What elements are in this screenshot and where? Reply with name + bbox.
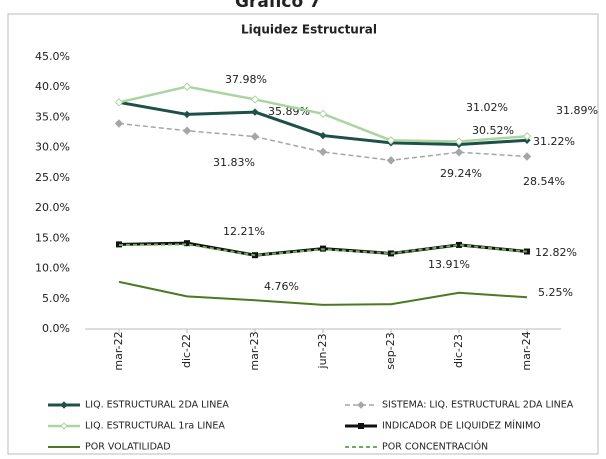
marker [250, 132, 260, 141]
marker [454, 148, 464, 157]
marker [183, 110, 191, 119]
legend-label: LIQ. ESTRUCTURAL 2DA LINEA [85, 400, 229, 411]
x-tick-label: mar-24 [520, 331, 533, 370]
legend-marker [358, 423, 364, 429]
series-line [118, 280, 528, 306]
chart-title: Liquidez Estructural [241, 23, 377, 37]
y-tick-label: 20.0% [35, 201, 70, 214]
marker [456, 241, 462, 248]
data-label: 13.91% [428, 258, 470, 271]
marker [182, 126, 192, 135]
marker [318, 109, 328, 119]
data-label: 31.02% [466, 101, 508, 114]
data-label: 31.83% [213, 156, 255, 169]
data-label: 30.52% [472, 124, 514, 137]
heading: Gráfico 7 [235, 0, 321, 12]
data-label: 12.82% [535, 246, 577, 259]
marker [114, 119, 124, 128]
y-tick-label: 15.0% [35, 231, 70, 244]
x-tick-label: dic-23 [452, 334, 465, 368]
x-tick-label: mar-23 [248, 331, 261, 370]
series-line [118, 243, 528, 257]
legend-marker [60, 401, 68, 409]
data-label: 5.25% [538, 286, 573, 299]
data-label: 12.21% [223, 225, 265, 238]
legend-label: POR VOLATILIDAD [85, 442, 171, 453]
marker [184, 240, 190, 247]
y-tick-label: 35.0% [35, 110, 70, 123]
y-tick-label: 5.0% [42, 292, 70, 305]
marker [318, 147, 328, 157]
marker [522, 132, 532, 141]
legend-marker [60, 422, 68, 430]
y-tick-label: 0.0% [42, 322, 70, 335]
marker [454, 137, 464, 146]
x-tick-label: mar-22 [112, 331, 125, 370]
marker [251, 108, 259, 116]
marker [250, 95, 260, 104]
marker [114, 98, 124, 107]
legend-label: LIQ. ESTRUCTURAL 1ra LINEA [85, 421, 225, 432]
legend-label: POR CONCENTRACIÓN [382, 441, 488, 453]
marker [524, 248, 530, 255]
data-label: 29.24% [440, 167, 482, 180]
chart-frame [7, 13, 599, 455]
y-tick-label: 25.0% [35, 171, 70, 184]
x-tick-label: sep-23 [384, 332, 397, 369]
x-tick-label: jun-23 [316, 334, 329, 370]
y-tick-label: 40.0% [35, 80, 70, 93]
marker [182, 82, 192, 91]
data-label: 31.22% [533, 135, 575, 148]
x-tick-label: dic-22 [180, 334, 193, 368]
legend-label: SISTEMA: LIQ. ESTRUCTURAL 2DA LINEA [382, 400, 574, 411]
legend-label: INDICADOR DE LIQUIDEZ MÍNIMO [382, 420, 541, 432]
marker [319, 131, 327, 140]
legend-marker [357, 401, 365, 409]
data-label: 28.54% [523, 175, 565, 188]
data-label: 31.89% [556, 104, 598, 117]
y-tick-label: 30.0% [35, 141, 70, 154]
marker [522, 152, 532, 161]
marker [386, 156, 396, 165]
data-label: 4.76% [264, 280, 299, 293]
y-tick-label: 45.0% [35, 50, 70, 63]
marker [386, 136, 396, 145]
data-label: 37.98% [225, 73, 267, 86]
y-tick-label: 10.0% [35, 262, 70, 275]
